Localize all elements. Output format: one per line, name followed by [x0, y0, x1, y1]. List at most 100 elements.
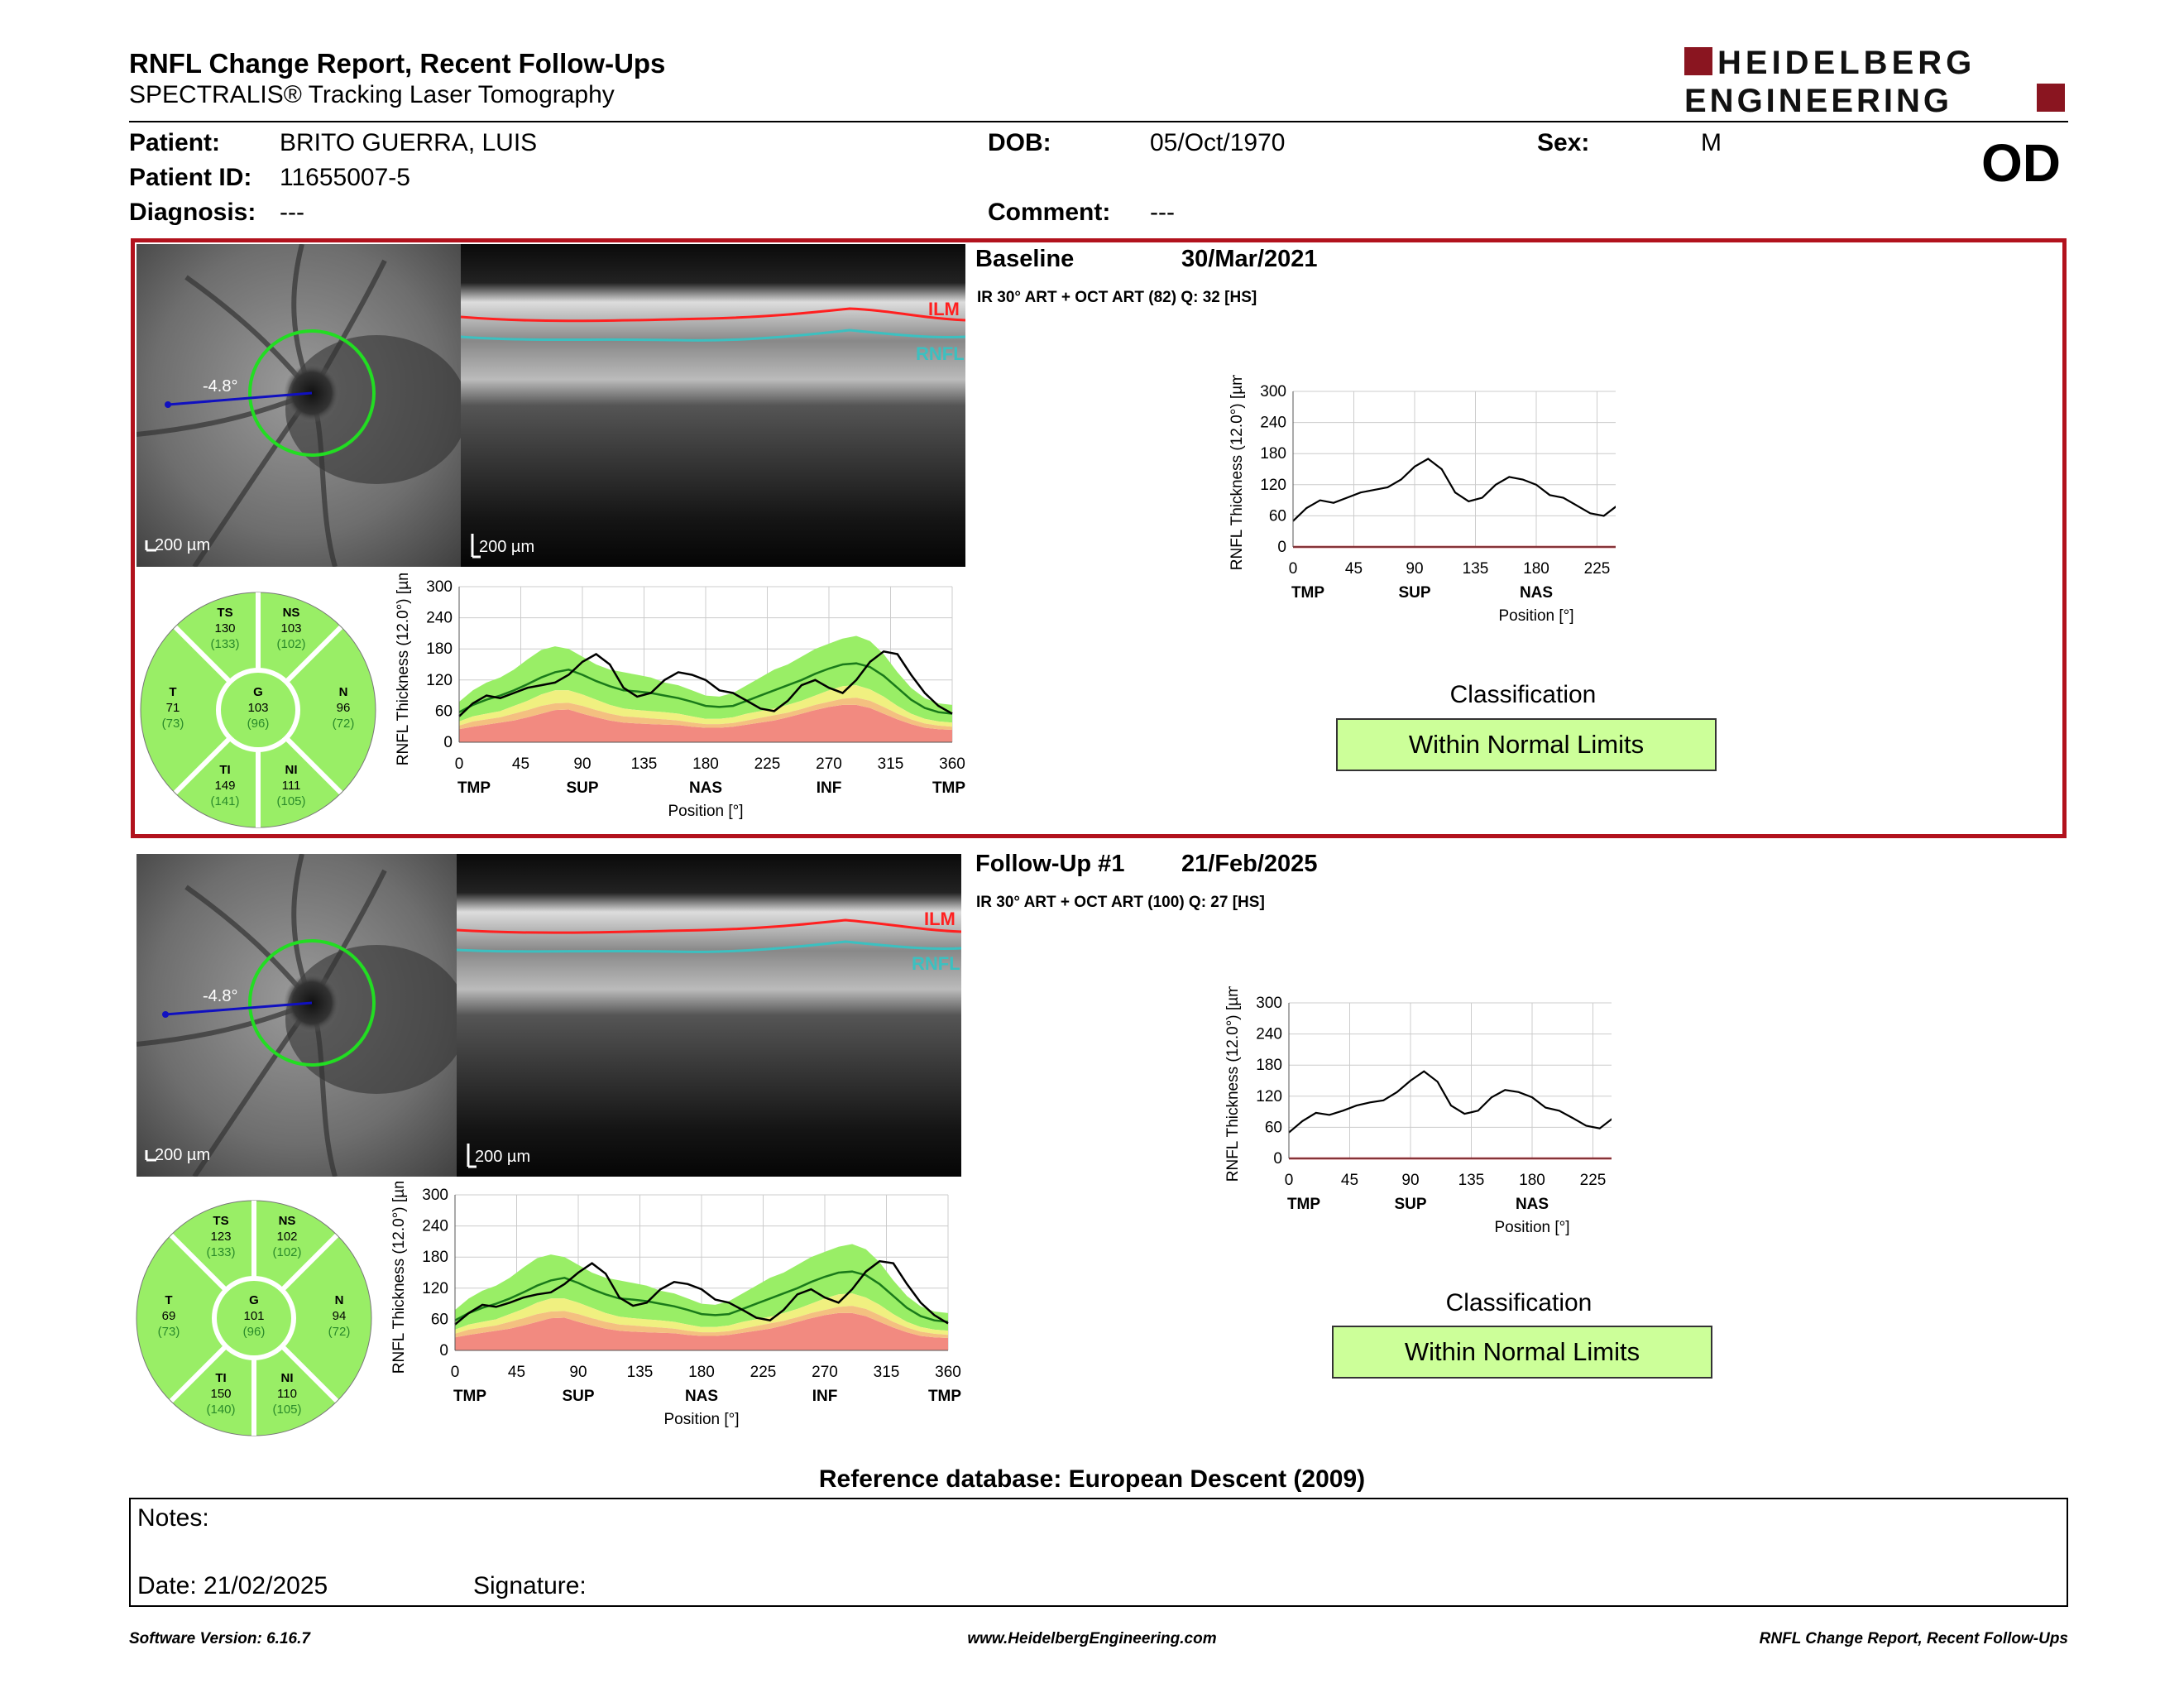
scan-heading: Baseline — [975, 246, 1075, 272]
comment-value: --- — [1150, 199, 1175, 226]
sector-ti-ref: (141) — [210, 794, 239, 808]
normal-band — [459, 635, 952, 723]
classification-badge: Within Normal Limits — [1336, 718, 1717, 771]
sector-ns-name: NS — [279, 1214, 296, 1228]
sector-ni-ref: (105) — [272, 1403, 301, 1417]
thickness-profile-large: 30024018012060004590135180225270315360TM… — [1224, 986, 1612, 1236]
region-label: TMP — [1287, 1196, 1320, 1213]
region-label: TMP — [457, 779, 491, 797]
fundus-scale-bar: 200 µm — [155, 536, 210, 554]
sector-ti-value: 150 — [210, 1387, 231, 1401]
y-axis-label: RNFL Thickness (12.0°) [µm] — [1224, 986, 1242, 1182]
x-tick-label: 315 — [874, 1364, 900, 1381]
sector-ni-ref: (105) — [276, 794, 305, 808]
followup-panel: -4.8° 200 µm ILM RNFL 200 µm TS 123 (133… — [131, 851, 2067, 1448]
notes-signature: Signature: — [473, 1572, 587, 1599]
report-subtitle: SPECTRALIS® Tracking Laser Tomography — [129, 81, 615, 108]
dob-value: 05/Oct/1970 — [1150, 129, 1286, 156]
x-tick-label: 135 — [631, 755, 658, 773]
angle-label: -4.8° — [203, 377, 237, 396]
rnfl-label: RNFL — [916, 343, 965, 364]
eye-indicator: OD — [1981, 133, 2061, 193]
thickness-series-line — [458, 650, 953, 717]
normative-mean-line — [454, 1270, 949, 1323]
y-tick-label: 120 — [426, 672, 453, 689]
sector-n-value: 96 — [337, 701, 351, 715]
oct-scale-bar: 200 µm — [475, 1148, 530, 1166]
y-tick-label: 300 — [1260, 383, 1286, 400]
x-tick-label: 180 — [688, 1364, 715, 1381]
sector-t-ref: (73) — [158, 1325, 180, 1339]
y-tick-label: 120 — [422, 1280, 448, 1297]
sector-ti-name: TI — [219, 763, 230, 777]
region-label: NAS — [1520, 584, 1553, 602]
x-tick-label: 0 — [1285, 1172, 1294, 1189]
x-tick-label: 225 — [1580, 1172, 1607, 1189]
heidelberg-logo: HEIDELBERG ENGINEERING — [1684, 46, 2065, 115]
borderline-band — [455, 1293, 948, 1336]
classification-badge: Within Normal Limits — [1332, 1326, 1712, 1379]
y-axis-label: RNFL Thickness (12.0°) [µm] — [1228, 375, 1246, 570]
x-tick-label: 0 — [451, 1364, 460, 1381]
fundus-image: -4.8° 200 µm — [136, 244, 461, 567]
y-tick-label: 240 — [426, 610, 453, 627]
y-tick-label: 240 — [422, 1218, 448, 1235]
y-tick-label: 300 — [1256, 995, 1282, 1012]
borderline-band — [459, 685, 952, 727]
x-axis-label: Position [°] — [668, 803, 743, 820]
x-tick-label: 45 — [1345, 560, 1363, 578]
normal-band — [455, 1244, 948, 1331]
y-tick-label: 60 — [1269, 507, 1286, 525]
outside-normal-band — [459, 704, 952, 742]
region-label: TMP — [453, 1388, 486, 1405]
y-tick-label: 120 — [1256, 1088, 1282, 1105]
region-label: TMP — [928, 1388, 961, 1405]
sector-ts-name: TS — [213, 1214, 228, 1228]
x-tick-label: 225 — [1584, 560, 1611, 578]
comment-label: Comment: — [988, 199, 1111, 226]
x-tick-label: 90 — [1406, 560, 1423, 578]
sector-ns-ref: (102) — [272, 1245, 301, 1259]
x-tick-label: 90 — [1401, 1172, 1419, 1189]
sector-n-name: N — [335, 1293, 344, 1307]
region-label: SUP — [1394, 1196, 1426, 1213]
patient-id: 11655007-5 — [280, 164, 410, 191]
x-axis-label: Position [°] — [1494, 1219, 1569, 1236]
x-tick-label: 180 — [692, 755, 719, 773]
logo-line2: ENGINEERING — [1684, 83, 1952, 115]
header-divider — [129, 121, 2068, 122]
x-tick-label: 270 — [812, 1364, 838, 1381]
notes-box: Notes: Date: 21/02/2025 Signature: — [129, 1498, 2068, 1607]
x-tick-label: 0 — [1289, 560, 1298, 578]
fundus-scale-bar: 200 µm — [155, 1146, 210, 1164]
x-tick-label: 360 — [935, 1364, 961, 1381]
sector-t-value: 71 — [166, 701, 180, 715]
normative-mean-line — [458, 662, 953, 715]
diagnosis-value: --- — [280, 199, 304, 226]
sector-ts-ref: (133) — [210, 637, 239, 651]
footer-website: www.HeidelbergEngineering.com — [967, 1630, 1217, 1647]
thickness-series-line — [1292, 458, 1616, 522]
reference-database: Reference database: European Descent (20… — [818, 1465, 1366, 1493]
classification-label: Classification — [1449, 681, 1597, 708]
scan-date: 30/Mar/2021 — [1181, 246, 1318, 272]
scan-heading: Follow-Up #1 — [975, 851, 1125, 877]
y-tick-label: 300 — [426, 578, 453, 596]
x-tick-label: 45 — [1341, 1172, 1358, 1189]
x-tick-label: 180 — [1523, 560, 1549, 578]
sector-ti-value: 149 — [214, 779, 235, 793]
ilm-label: ILM — [928, 299, 960, 319]
oct-bscan: ILM RNFL 200 µm — [461, 244, 965, 567]
borderline-lower-band — [459, 698, 952, 730]
sector-ts-ref: (133) — [206, 1245, 235, 1259]
oct-bscan: ILM RNFL 200 µm — [457, 854, 961, 1177]
sector-ts-value: 123 — [210, 1230, 231, 1244]
scan-details: IR 30° ART + OCT ART (100) Q: 27 [HS] — [976, 894, 1265, 911]
x-axis-label: Position [°] — [663, 1411, 739, 1428]
y-tick-label: 120 — [1260, 477, 1286, 494]
y-axis-label: RNFL Thickness (12.0°) [µm] — [395, 573, 412, 765]
rnfl-label: RNFL — [912, 953, 960, 974]
sector-g-value: 101 — [243, 1309, 264, 1323]
x-tick-label: 225 — [754, 755, 781, 773]
x-tick-label: 0 — [455, 755, 464, 773]
